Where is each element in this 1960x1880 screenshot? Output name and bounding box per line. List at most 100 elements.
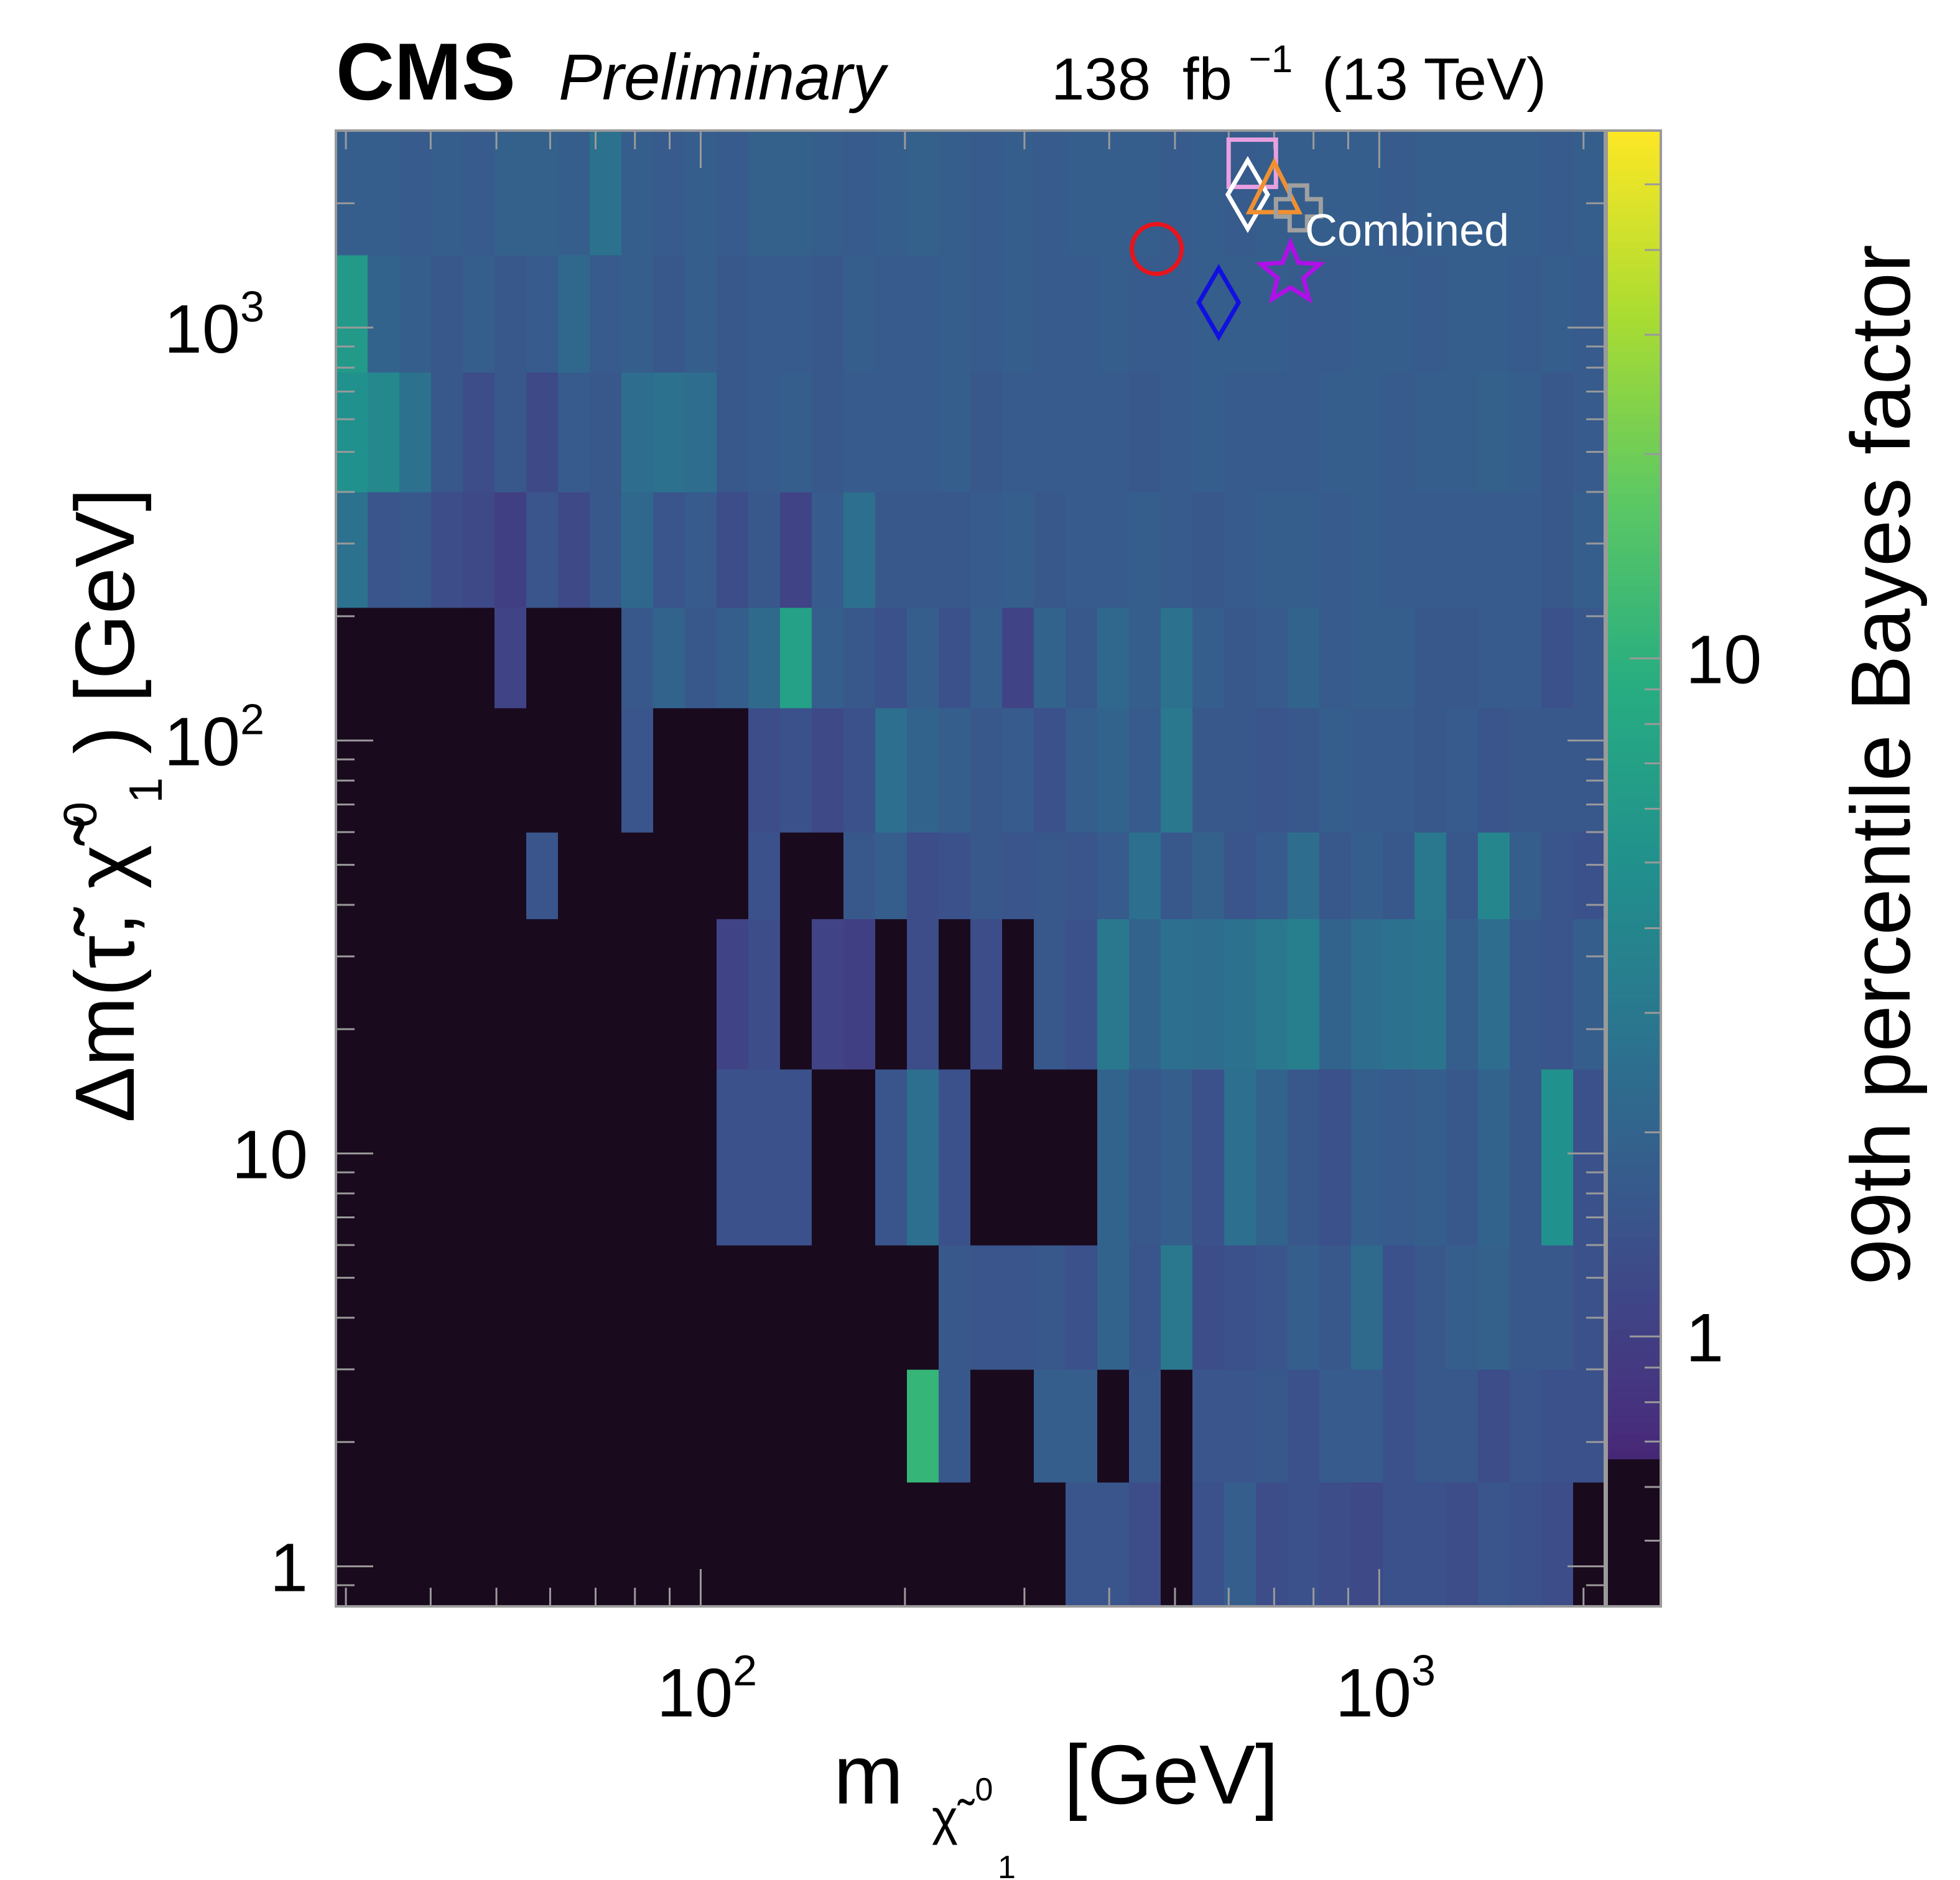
heatmap-cell (1161, 1069, 1193, 1246)
heatmap-cell (1288, 372, 1320, 493)
heatmap-cell (1478, 492, 1510, 608)
heatmap-cell (336, 1069, 368, 1246)
heatmap-cell (1383, 919, 1415, 1070)
heatmap-cell (907, 1369, 939, 1483)
color-bar-segment (1607, 1434, 1661, 1441)
heatmap-cell (1478, 372, 1510, 493)
color-bar-segment (1607, 1545, 1661, 1552)
heatmap-cell (1414, 607, 1447, 708)
heatmap-cell (558, 492, 590, 608)
heatmap-cell (875, 919, 908, 1070)
heatmap-cell (685, 919, 717, 1070)
heatmap-cell (939, 372, 971, 493)
heatmap-cell (748, 708, 781, 833)
heatmap-cell (1478, 1245, 1510, 1370)
heatmap-cell (558, 1069, 590, 1246)
color-bar-segment (1607, 585, 1661, 593)
heatmap-cell (780, 1069, 812, 1246)
legend-markers (1130, 137, 1326, 341)
color-bar-segment (1607, 905, 1661, 912)
heatmap-cell (717, 1069, 749, 1246)
heatmap-cell (621, 492, 654, 608)
color-bar-segment (1607, 1397, 1661, 1404)
heatmap-cell (1383, 708, 1415, 833)
color-bar-segment (1607, 1483, 1661, 1490)
color-bar-segment (1607, 1286, 1661, 1294)
color-bar (1607, 131, 1661, 1607)
heatmap-cell (1288, 131, 1320, 256)
heatmap-cell (1351, 254, 1383, 373)
heatmap-cell (1573, 1069, 1605, 1246)
color-bar-segment (1607, 174, 1661, 180)
heatmap-cell (970, 1069, 1003, 1246)
color-bar-segment (1607, 751, 1661, 759)
heatmap-cell (463, 607, 495, 708)
color-bar-segment (1607, 893, 1661, 900)
heatmap-cell (1002, 254, 1034, 373)
color-bar-segment (1607, 1219, 1661, 1226)
heatmap-cell (1351, 919, 1383, 1070)
color-bar-segment (1607, 180, 1661, 187)
heatmap-cell (558, 372, 590, 493)
color-bar-segment (1607, 1501, 1661, 1509)
heatmap-cell (336, 1482, 368, 1607)
heatmap-cell (1414, 492, 1447, 608)
color-bar-segment (1607, 634, 1661, 642)
color-bar-segment (1607, 253, 1661, 261)
color-bar-segment (1607, 702, 1661, 710)
color-bar-segment (1607, 1581, 1661, 1589)
heatmap-cell (748, 1482, 781, 1607)
color-bar-segment (1607, 985, 1661, 993)
color-bar-segment (1607, 1231, 1661, 1238)
z-tick-label: 1 (1686, 1300, 1724, 1376)
color-bar-segment (1607, 979, 1661, 986)
heatmap-cell (1129, 919, 1161, 1070)
color-bar-segment (1607, 616, 1661, 623)
heatmap-cell (907, 1482, 939, 1607)
heatmap-cell (685, 372, 717, 493)
heatmap-cell (463, 131, 495, 256)
heatmap-cell (368, 1482, 400, 1607)
heatmap-cell (1510, 1482, 1542, 1607)
color-bar-segment (1607, 561, 1661, 568)
plot-frame (335, 129, 1606, 1608)
heatmap-cell (590, 708, 622, 833)
heatmap-cell (812, 372, 844, 493)
color-bar-segment (1607, 733, 1661, 740)
heatmap-cell (368, 832, 400, 919)
heatmap-cell (685, 1069, 717, 1246)
color-bar-segment (1607, 499, 1661, 506)
heatmap-cell (780, 254, 812, 373)
color-bar-segment (1607, 1096, 1661, 1103)
heatmap-cell (1446, 708, 1479, 833)
color-bar-segment (1607, 1225, 1661, 1232)
heatmap-cell (653, 1369, 685, 1483)
heatmap-cell (748, 607, 781, 708)
heatmap-cell (748, 1069, 781, 1246)
heatmap-cell (1192, 919, 1225, 1070)
color-bar-segment (1607, 1588, 1661, 1595)
heatmap-cell (1224, 1245, 1256, 1370)
color-bar-segment (1607, 333, 1661, 340)
color-bar-segment (1607, 308, 1661, 316)
color-bar-segment (1607, 1323, 1661, 1330)
heatmap-cell (875, 708, 908, 833)
heatmap-cell (1541, 1245, 1574, 1370)
heatmap-cell (526, 492, 559, 608)
heatmap-cell (336, 1245, 368, 1370)
color-bar-segment (1607, 1040, 1661, 1047)
heatmap-cell (780, 1245, 812, 1370)
heatmap-cell (526, 832, 559, 919)
heatmap-cell (463, 1069, 495, 1246)
heatmap-cell (1034, 1369, 1066, 1483)
color-bar-segment (1607, 1120, 1661, 1128)
heatmap-cell (843, 832, 876, 919)
heatmap-cell (590, 1369, 622, 1483)
heatmap-cell (1446, 1245, 1479, 1370)
lumi-number: 138 (1051, 46, 1151, 113)
heatmap-cell (843, 1069, 876, 1246)
color-bar-segment (1607, 425, 1661, 433)
color-bar-segment (1607, 407, 1661, 414)
heatmap-cell (970, 832, 1003, 919)
color-bar-segment (1607, 198, 1661, 205)
